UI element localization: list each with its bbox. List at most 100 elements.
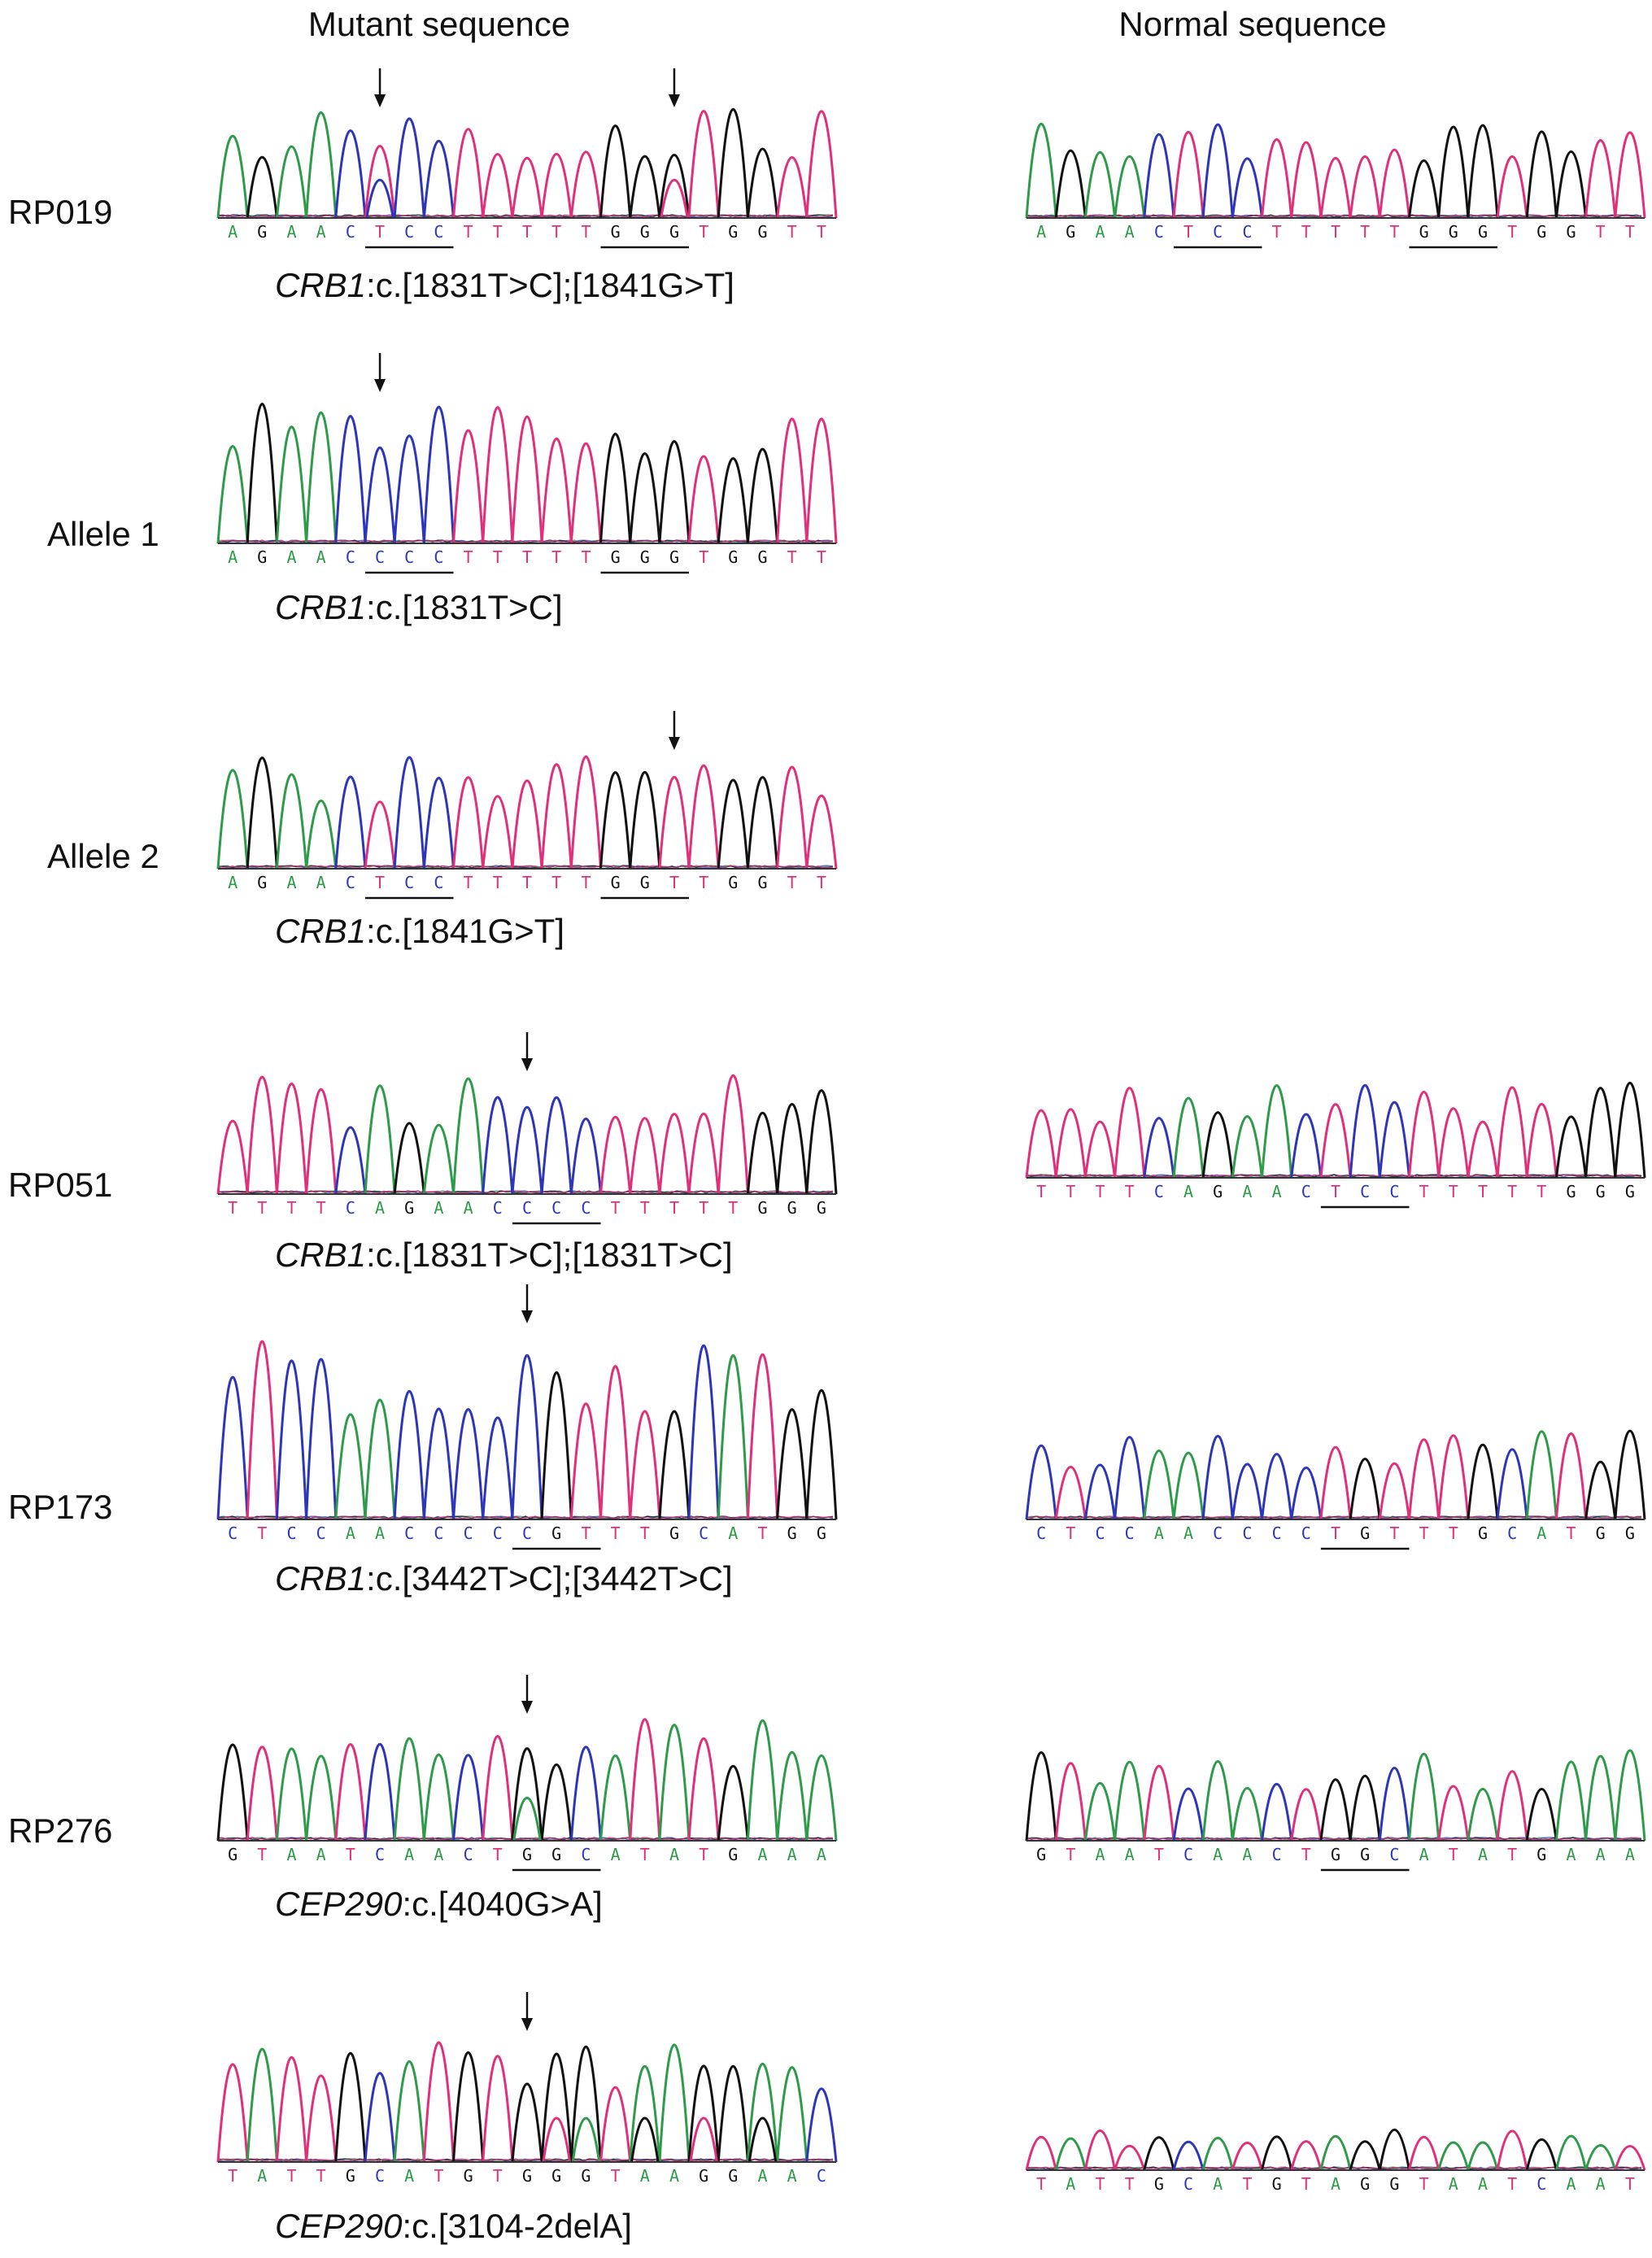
mutation-arrow-head-icon (521, 1058, 533, 1071)
base-call: C (1360, 1182, 1370, 1201)
peak-G (717, 457, 749, 544)
peak-G (246, 403, 278, 544)
base-call: C (1301, 1523, 1311, 1543)
base-call: A (787, 1845, 797, 1864)
base-call: T (1449, 1845, 1458, 1864)
base-call: G (1419, 222, 1429, 242)
base-call: T (493, 222, 503, 242)
peak-A (1114, 1761, 1146, 1842)
base-call: C (522, 1198, 532, 1218)
base-call: T (257, 1523, 267, 1543)
base-call: G (1449, 222, 1458, 242)
peak-A (1114, 155, 1146, 219)
peak-C (452, 1408, 485, 1520)
base-call: C (286, 1523, 296, 1543)
variant-notation: :c.[1841G>T] (366, 912, 565, 950)
peak-A (364, 1398, 396, 1520)
base-call: G (257, 547, 267, 567)
base-call: A (464, 1198, 473, 1218)
base-call: T (1036, 1182, 1046, 1201)
base-call: C (1272, 1523, 1282, 1543)
gene-name: CEP290 (275, 2207, 403, 2245)
baseline-noise-T (217, 1837, 834, 1841)
peak-G (540, 1371, 573, 1520)
base-call: T (817, 547, 826, 567)
peak-T (1025, 1109, 1057, 1179)
normal-column-header: Normal sequence (1118, 5, 1387, 43)
baseline-noise-T (217, 865, 834, 869)
peak-T (776, 765, 809, 870)
base-call: A (404, 2166, 414, 2186)
base-call: C (375, 547, 385, 567)
base-call: A (434, 1845, 443, 1864)
base-call: C (1036, 1523, 1046, 1543)
variant-notation: :c.[3442T>C];[3442T>C] (366, 1559, 733, 1598)
base-call: C (1536, 2174, 1546, 2194)
peak-G (1584, 1461, 1617, 1520)
base-call: A (286, 547, 296, 567)
peak-G (717, 1765, 749, 1842)
mutation-arrow-head-icon (521, 1701, 533, 1714)
peak-T (1614, 2145, 1646, 2171)
peak-G (776, 1102, 809, 1195)
peak-T (511, 157, 543, 219)
base-call: A (817, 1845, 826, 1864)
base-call: G (257, 873, 267, 892)
base-call: T (699, 873, 708, 892)
peak-C (1172, 1787, 1205, 1842)
base-call: C (1213, 1523, 1223, 1543)
mutation-arrow-head-icon (668, 737, 680, 750)
base-call: G (669, 547, 679, 567)
variant-notation: :c.[1831T>C];[1841G>T] (366, 266, 734, 304)
peak-A (1025, 122, 1057, 219)
base-call: G (611, 222, 621, 242)
peak-A (1172, 1096, 1205, 1179)
base-call: T (551, 873, 561, 892)
peak-T (599, 1116, 632, 1195)
base-call: T (257, 1845, 267, 1864)
peak-T (1319, 1103, 1352, 1179)
base-call: C (522, 1523, 532, 1543)
peak-G (511, 1747, 543, 1842)
base-call: A (316, 547, 326, 567)
peak-A (746, 1719, 779, 1842)
peak-G (1261, 2135, 1293, 2171)
peak-A (1584, 1755, 1617, 1842)
peak-A (1261, 1083, 1293, 1179)
variant-notation: :c.[4040G>A] (402, 1885, 603, 1923)
baseline-noise-T (217, 539, 834, 543)
peak-C (452, 1754, 485, 1842)
secondary-peak-A (571, 2116, 601, 2163)
peak-T (569, 150, 602, 219)
peak-G (746, 1112, 779, 1195)
peak-T (482, 2055, 514, 2163)
peak-T (1408, 1091, 1441, 1179)
peak-G (452, 2051, 485, 2163)
secondary-peak-T (660, 178, 689, 219)
peak-G (599, 433, 632, 544)
peak-C (1378, 1101, 1410, 1179)
peak-C (334, 415, 367, 544)
peak-T (1349, 155, 1381, 219)
base-call: A (1536, 1523, 1546, 1543)
peak-T (1054, 1108, 1087, 1179)
peak-G (246, 156, 278, 219)
base-call: A (1066, 2174, 1075, 2194)
base-call: C (404, 222, 414, 242)
base-call: G (728, 222, 738, 242)
peak-G (1408, 159, 1441, 219)
base-call: T (1419, 2174, 1429, 2194)
base-call: G (1272, 2174, 1282, 2194)
peak-A (776, 2066, 809, 2163)
peak-G (1525, 2138, 1558, 2171)
peak-G (1584, 1087, 1617, 1179)
base-call: C (316, 1523, 326, 1543)
peak-A (1083, 150, 1117, 219)
base-call: T (1625, 2174, 1635, 2194)
peak-T (422, 2041, 455, 2163)
base-call: T (464, 222, 473, 242)
base-call: C (1389, 1182, 1399, 1201)
peak-A (658, 1724, 691, 1842)
